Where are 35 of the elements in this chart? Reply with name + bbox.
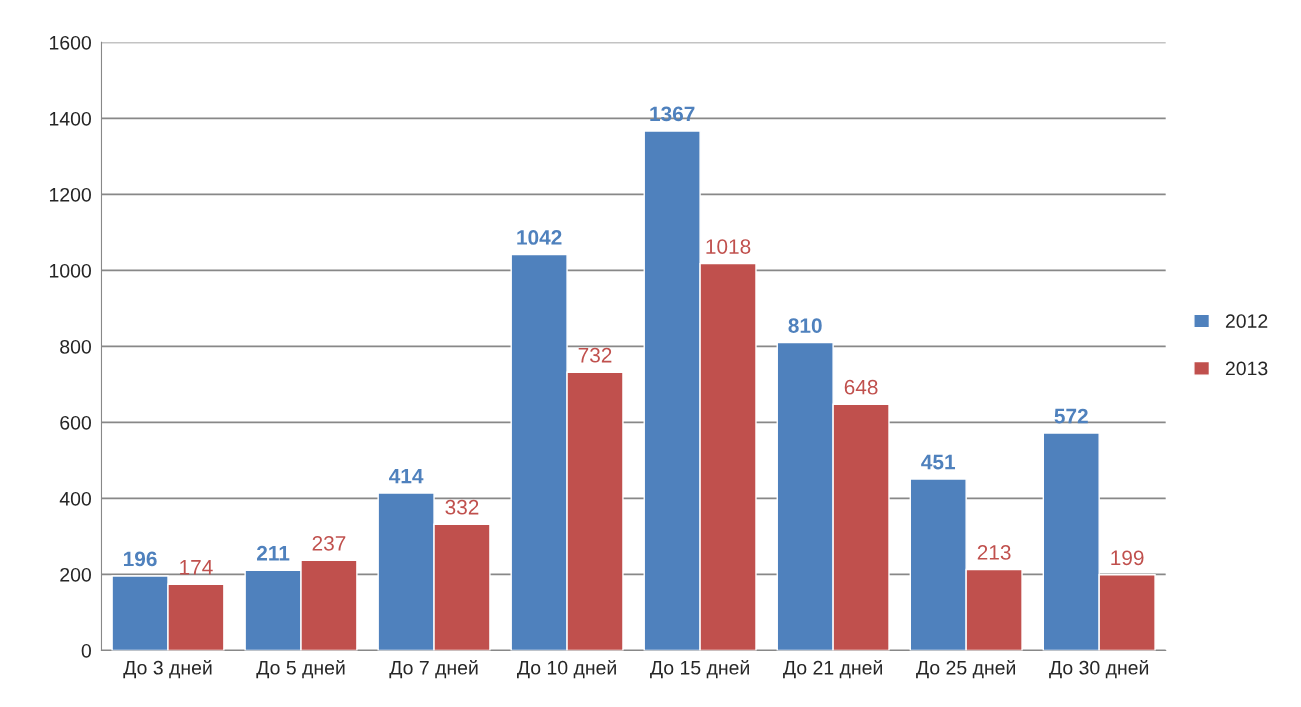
- y-tick-label: 1600: [49, 35, 91, 50]
- data-label: 451: [921, 454, 956, 470]
- x-tick-label: До 30 дней: [1049, 660, 1149, 679]
- y-tick-label: 400: [59, 491, 91, 506]
- x-tick-label: До 5 дней: [256, 660, 345, 679]
- y-tick-label: 1000: [49, 263, 91, 278]
- y-tick-label: 1400: [49, 111, 91, 126]
- data-label: 196: [123, 551, 157, 567]
- data-label: 1367: [650, 106, 695, 122]
- data-label: 213: [977, 545, 1011, 560]
- data-label: 237: [312, 535, 346, 551]
- y-tick-label: 600: [60, 415, 91, 430]
- x-tick-label: До 21 дней: [783, 660, 882, 679]
- y-tick-label: 200: [60, 567, 91, 582]
- data-label: 810: [788, 318, 822, 333]
- x-tick-label: До 3 дней: [123, 660, 212, 679]
- data-label: 572: [1054, 408, 1088, 424]
- data-label: 1018: [706, 239, 751, 254]
- data-label: 1042: [517, 230, 562, 245]
- x-tick-label: До 7 дней: [389, 660, 478, 679]
- x-tick-label: До 15 дней: [650, 660, 749, 679]
- y-tick-label: 0: [81, 643, 91, 658]
- legend-label: 2013: [1225, 361, 1268, 376]
- x-tick-label: До 25 дней: [916, 660, 1016, 679]
- y-tick-label: 800: [60, 339, 91, 354]
- legend-label: 2012: [1225, 314, 1268, 328]
- data-label: 332: [445, 499, 479, 515]
- x-tick-label: До 10 дней: [517, 660, 616, 679]
- data-label: 732: [578, 347, 612, 363]
- y-tick-label: 1200: [49, 187, 91, 202]
- data-label: 211: [257, 545, 290, 561]
- data-label: 174: [180, 560, 213, 575]
- data-label: 648: [844, 379, 878, 395]
- data-label: 199: [1111, 550, 1144, 566]
- data-label: 414: [389, 468, 424, 484]
